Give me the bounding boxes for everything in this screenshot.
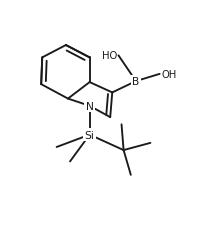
Text: HO: HO [102,51,117,61]
Text: B: B [132,77,140,87]
Text: Si: Si [85,130,95,140]
Text: OH: OH [161,69,177,79]
Text: N: N [86,101,94,111]
